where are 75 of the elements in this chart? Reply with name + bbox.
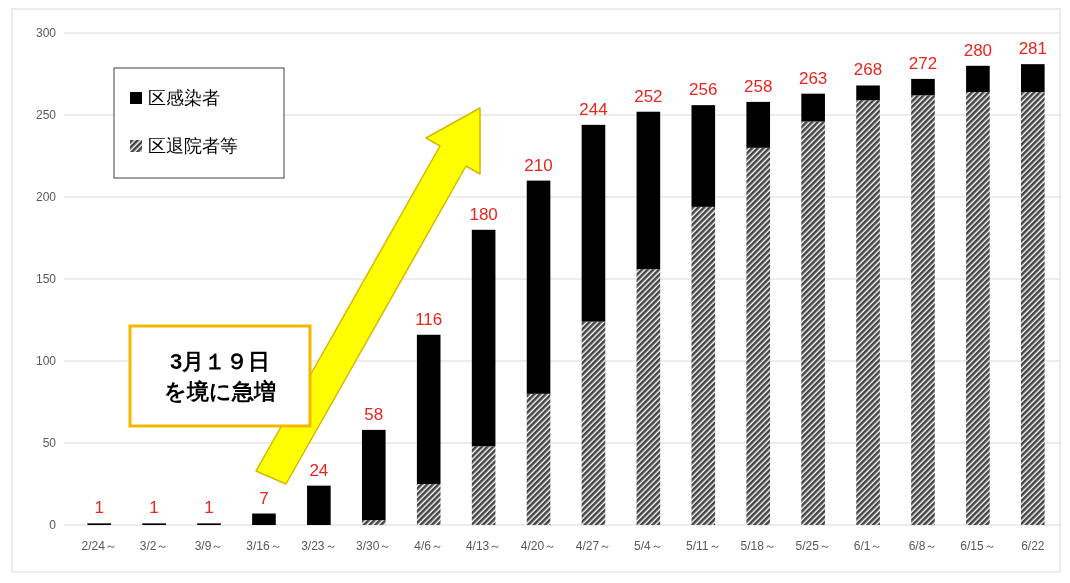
bar [307,485,331,525]
y-tick-label: 50 [42,436,57,451]
bar [416,484,441,525]
bar [636,269,661,525]
x-tick-label: 4/13～ [465,539,502,553]
x-tick-label: 3/2～ [139,539,169,553]
x-tick-label: 2/24～ [81,539,117,553]
bar [581,124,606,322]
total-label: 24 [309,460,329,480]
bar [526,180,551,394]
x-tick-label: 6/1～ [853,539,883,553]
y-tick-label: 300 [35,26,57,41]
total-label: 258 [744,76,773,96]
x-tick-label: 6/15～ [960,539,996,553]
x-tick-label: 5/4～ [634,539,663,553]
total-label: 256 [689,80,718,100]
x-tick-label: 3/30～ [356,539,392,553]
bar [801,93,825,122]
total-label: 272 [908,53,938,73]
x-tick-label: 5/25～ [795,539,831,553]
total-label: 263 [798,68,828,88]
bar [471,446,496,525]
y-tick-label: 0 [49,518,57,533]
bar [801,121,825,525]
total-label: 1 [94,498,104,518]
total-label: 280 [963,40,993,60]
x-tick-label: 5/18～ [740,539,776,553]
x-tick-label: 5/11～ [686,539,721,553]
total-label: 1 [204,498,214,518]
total-label: 210 [524,155,553,175]
x-tick-label: 3/23～ [301,539,337,553]
bar [746,101,771,148]
bar [1021,64,1045,93]
y-tick-label: 250 [35,108,57,123]
bar [856,85,880,101]
bar [856,100,880,525]
bar [911,95,935,525]
bar [361,520,386,525]
x-tick-label: 4/20～ [520,539,557,553]
bar [1021,92,1045,525]
bar [691,206,716,525]
bar [911,78,935,96]
total-label: 281 [1018,39,1047,59]
bar [526,393,551,525]
bar [471,229,496,447]
bar [581,321,606,525]
x-tick-label: 6/8～ [908,539,938,553]
bar [966,65,990,93]
x-tick-label: 3/9～ [194,539,224,553]
total-label: 244 [579,99,608,119]
x-tick-label: 4/6～ [414,539,444,553]
bar [252,513,276,525]
bar [361,429,386,521]
x-tick-label: 4/27～ [575,539,612,553]
bar [416,334,441,484]
bar [636,111,661,270]
total-label: 58 [364,404,384,424]
annotation: 3月１９日 [169,348,271,374]
y-tick-label: 150 [35,272,57,287]
bar [746,147,771,525]
y-tick-label: 100 [35,354,57,369]
total-label: 252 [634,86,663,106]
x-tick-label: 3/16～ [246,539,282,553]
annotation: を境に急増 [164,378,276,404]
total-label: 268 [853,60,883,80]
bar [691,105,716,207]
y-tick-label: 200 [35,190,57,205]
total-label: 1 [149,498,159,518]
total-label: 7 [259,488,269,508]
legend-label: 区感染者 [148,88,220,109]
total-label: 180 [469,204,498,224]
bar [966,92,990,525]
total-label: 116 [415,309,443,329]
legend-label: 区退院者等 [148,136,238,157]
x-tick-label: 6/22 [1021,539,1045,553]
